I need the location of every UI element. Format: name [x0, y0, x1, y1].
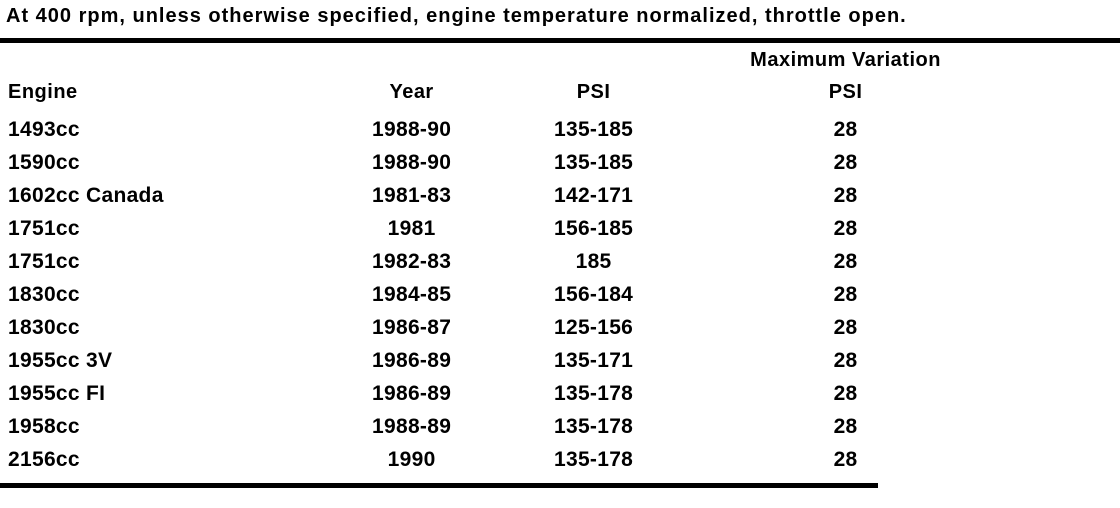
- engine-cell: 1602cc Canada: [8, 183, 164, 207]
- table-row: 1493cc 1988-90 135-185 28: [0, 113, 1120, 146]
- max-variation-cell: 28: [833, 216, 858, 240]
- table-row: 1955cc 3V 1986-89 135-171 28: [0, 344, 1120, 377]
- table-row: 1751cc 1982-83 185 28: [0, 245, 1120, 278]
- table-row: 1830cc 1984-85 156-184 28: [0, 278, 1120, 311]
- engine-cell: 1955cc FI: [8, 381, 106, 405]
- psi-cell: 135-178: [553, 447, 634, 471]
- year-cell: 1988-90: [372, 150, 452, 174]
- year-cell: 1986-89: [372, 348, 452, 372]
- table-header: Engine Year PSI Maximum Variation PSI: [0, 43, 1120, 113]
- psi-cell: 125-156: [553, 315, 634, 339]
- max-variation-header-line2: PSI: [828, 81, 863, 103]
- year-cell: 1982-83: [372, 249, 452, 273]
- psi-cell: 135-171: [553, 348, 634, 372]
- max-variation-cell: 28: [833, 150, 858, 174]
- year-cell: 1986-89: [372, 381, 452, 405]
- filler-cell: [1025, 179, 1120, 212]
- max-variation-cell: 28: [833, 447, 858, 471]
- engine-cell: 1830cc: [8, 315, 80, 339]
- engine-cell: 1751cc: [8, 216, 80, 240]
- psi-cell: 135-178: [553, 414, 634, 438]
- table-row: 1602cc Canada 1981-83 142-171 28: [0, 179, 1120, 212]
- filler-cell: [1025, 278, 1120, 311]
- engine-cell: 1830cc: [8, 282, 80, 306]
- year-cell: 1990: [387, 447, 436, 471]
- filler-cell: [1025, 146, 1120, 179]
- psi-cell: 156-185: [553, 216, 634, 240]
- filler-cell: [1025, 311, 1120, 344]
- table-row: 1751cc 1981 156-185 28: [0, 212, 1120, 245]
- max-variation-cell: 28: [833, 282, 858, 306]
- year-cell: 1984-85: [372, 282, 452, 306]
- year-cell: 1986-87: [372, 315, 452, 339]
- psi-cell: 135-185: [553, 150, 634, 174]
- compression-spec-table: Engine Year PSI Maximum Variation PSI 14…: [0, 43, 1120, 476]
- filler-cell: [1025, 212, 1120, 245]
- year-column-header: Year: [389, 81, 434, 103]
- table-caption: At 400 rpm, unless otherwise specified, …: [6, 5, 907, 27]
- engine-cell: 1958cc: [8, 414, 80, 438]
- max-variation-cell: 28: [833, 315, 858, 339]
- psi-cell: 135-185: [553, 117, 634, 141]
- filler-cell: [1025, 377, 1120, 410]
- psi-cell: 185: [575, 249, 612, 273]
- year-cell: 1988-89: [372, 414, 452, 438]
- header-row: Engine Year PSI Maximum Variation PSI: [0, 43, 1120, 113]
- filler-cell: [1025, 245, 1120, 278]
- table-row: 1958cc 1988-89 135-178 28: [0, 410, 1120, 443]
- year-cell: 1981-83: [372, 183, 452, 207]
- max-variation-cell: 28: [833, 414, 858, 438]
- max-variation-cell: 28: [833, 183, 858, 207]
- max-variation-cell: 28: [833, 381, 858, 405]
- year-cell: 1988-90: [372, 117, 452, 141]
- max-variation-cell: 28: [833, 117, 858, 141]
- filler-cell: [1025, 410, 1120, 443]
- max-variation-header-line1: Maximum Variation: [750, 49, 941, 71]
- psi-cell: 135-178: [553, 381, 634, 405]
- psi-cell: 142-171: [553, 183, 634, 207]
- filler-column-header: [1025, 43, 1120, 113]
- filler-cell: [1025, 113, 1120, 146]
- top-rule: [0, 38, 1120, 43]
- engine-cell: 1493cc: [8, 117, 80, 141]
- filler-cell: [1025, 344, 1120, 377]
- max-variation-column-header: Maximum Variation PSI: [666, 43, 1024, 113]
- psi-column-header: PSI: [576, 81, 611, 103]
- engine-column-header: Engine: [8, 81, 78, 103]
- table-row: 2156cc 1990 135-178 28: [0, 443, 1120, 476]
- bottom-rule: [0, 483, 878, 488]
- table-row: 1590cc 1988-90 135-185 28: [0, 146, 1120, 179]
- engine-cell: 1955cc 3V: [8, 348, 113, 372]
- table-row: 1830cc 1986-87 125-156 28: [0, 311, 1120, 344]
- filler-cell: [1025, 443, 1120, 476]
- engine-cell: 2156cc: [8, 447, 80, 471]
- max-variation-cell: 28: [833, 249, 858, 273]
- table-row: 1955cc FI 1986-89 135-178 28: [0, 377, 1120, 410]
- psi-cell: 156-184: [553, 282, 634, 306]
- engine-cell: 1590cc: [8, 150, 80, 174]
- engine-cell: 1751cc: [8, 249, 80, 273]
- max-variation-cell: 28: [833, 348, 858, 372]
- table-body: 1493cc 1988-90 135-185 28 1590cc 1988-90…: [0, 113, 1120, 476]
- year-cell: 1981: [387, 216, 436, 240]
